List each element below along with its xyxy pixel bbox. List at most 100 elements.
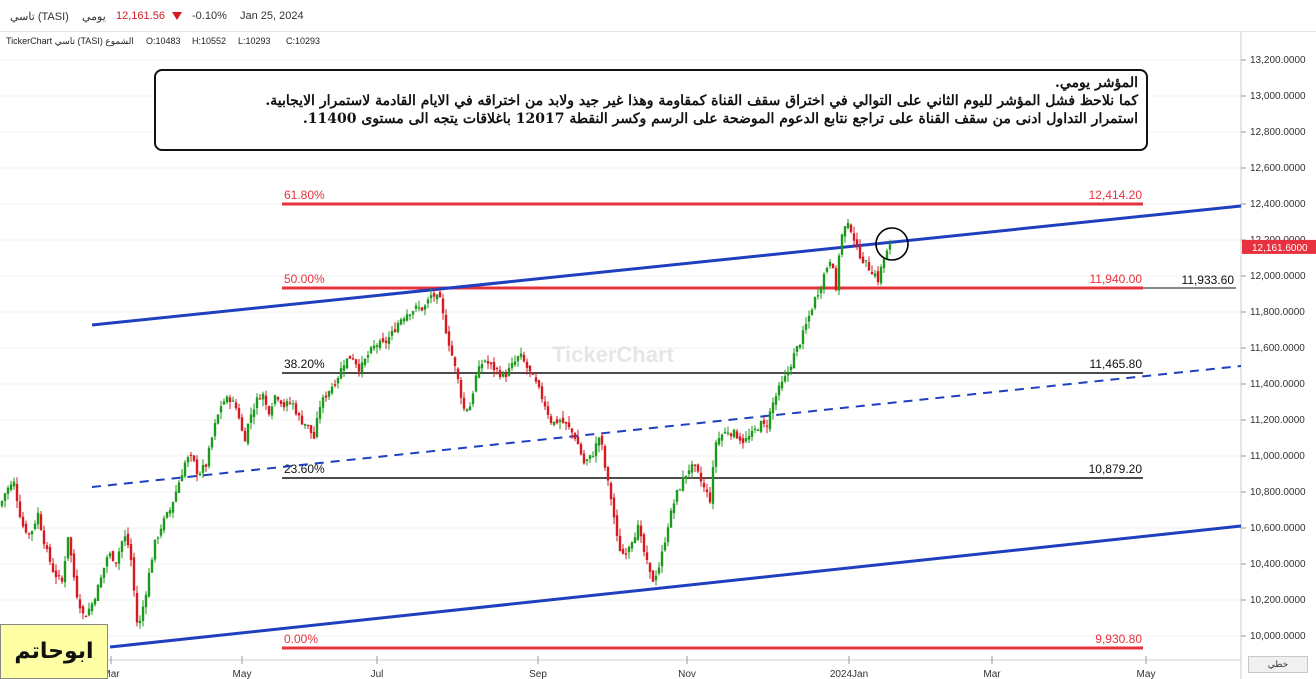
candle (777, 385, 781, 396)
candle (84, 615, 88, 618)
candle (234, 402, 238, 409)
candle (342, 365, 346, 371)
y-tick-label: 11,200.0000 (1250, 415, 1305, 426)
candle (186, 457, 190, 463)
candle (249, 414, 253, 423)
candle (384, 340, 388, 343)
candle (219, 406, 223, 413)
candle (60, 577, 64, 582)
candle (582, 453, 586, 464)
candle (144, 594, 148, 608)
candle (453, 357, 457, 366)
candle (885, 250, 889, 259)
candle (429, 295, 433, 299)
y-tick-label: 11,000.0000 (1250, 451, 1305, 462)
candle (459, 380, 463, 398)
candle (66, 537, 70, 559)
candle (354, 359, 358, 365)
candle (168, 510, 172, 514)
candle (150, 559, 154, 573)
candle (348, 355, 352, 359)
candle (81, 606, 85, 614)
candle (102, 567, 106, 578)
candle (465, 409, 469, 411)
candle (138, 620, 142, 624)
x-tick-label: Sep (529, 669, 547, 679)
candle (516, 356, 520, 362)
candle (741, 438, 745, 444)
candle (552, 421, 556, 425)
y-tick-label: 13,200.0000 (1250, 55, 1306, 66)
line-mode-button[interactable]: خطي (1248, 656, 1308, 673)
y-tick-label: 11,600.0000 (1250, 343, 1305, 354)
candle (645, 552, 649, 561)
candle (684, 475, 688, 479)
y-tick-label: 10,000.0000 (1250, 631, 1306, 642)
candle (726, 432, 730, 434)
candle (591, 456, 595, 458)
candle (882, 258, 886, 269)
candle (336, 378, 340, 384)
candle (804, 323, 808, 330)
candle (300, 415, 304, 425)
y-tick-label: 10,400.0000 (1250, 559, 1306, 570)
candle (12, 481, 16, 487)
candle (435, 294, 439, 300)
candle (438, 292, 442, 298)
candle (291, 403, 295, 405)
candle (330, 386, 334, 394)
candle (594, 443, 598, 457)
candle (303, 423, 307, 426)
candle (588, 455, 592, 459)
fibonacci-levels: 61.80% 12,414.20 50.00% 11,940.00 38.20% 11,4… (282, 188, 1236, 650)
x-axis: Mar May Jul Sep Nov 2024Jan Mar May (0, 656, 1241, 679)
candle (3, 493, 7, 502)
candle (48, 547, 52, 562)
candle (9, 484, 13, 490)
candle (366, 355, 370, 358)
candle (462, 397, 466, 409)
candle (414, 305, 418, 309)
candle (750, 430, 754, 437)
candle (114, 562, 118, 564)
candle (369, 347, 373, 354)
symbol-label[interactable]: تاسي (TASI) (10, 11, 69, 23)
candle (456, 368, 460, 380)
candle (318, 407, 322, 419)
level-tag: 11,933.60 (1182, 273, 1235, 287)
candle (651, 570, 655, 582)
fib-percent-label: 50.00% (284, 272, 325, 286)
note-line-2: كما نلاحظ فشل المؤشر لليوم الثاني على ال… (265, 93, 1138, 109)
channel-upper-line (91, 204, 1242, 327)
candle (549, 416, 553, 424)
candle (666, 527, 670, 543)
candle (126, 533, 130, 546)
candle (399, 319, 403, 325)
period-label[interactable]: يومي (82, 11, 106, 23)
candle (357, 364, 361, 372)
last-price: 12,161.56 (116, 10, 165, 22)
candle (828, 262, 832, 266)
x-tick-label: Nov (678, 669, 696, 679)
candle (534, 377, 538, 382)
x-tick-label: May (233, 669, 252, 679)
candle (36, 512, 40, 525)
candle (444, 314, 448, 334)
candle (657, 567, 661, 574)
header-bar: تاسي (TASI) يومي 12,161.56 -0.10% Jan 25… (0, 0, 1316, 32)
y-tick-label: 11,800.0000 (1250, 307, 1305, 318)
candle (681, 477, 685, 491)
candle (201, 464, 205, 473)
candle (720, 434, 724, 441)
x-tick-label: Mar (102, 669, 120, 679)
candle (72, 553, 76, 578)
note-line-1: المؤشر يومي. (1055, 75, 1138, 91)
candle (795, 346, 799, 352)
y-tick-label: 12,600.0000 (1250, 163, 1306, 174)
candle (654, 575, 658, 581)
open-value: O:10483 (146, 36, 181, 46)
candle (24, 523, 28, 533)
candle (837, 255, 841, 291)
candle (276, 397, 280, 400)
candle (204, 464, 208, 467)
